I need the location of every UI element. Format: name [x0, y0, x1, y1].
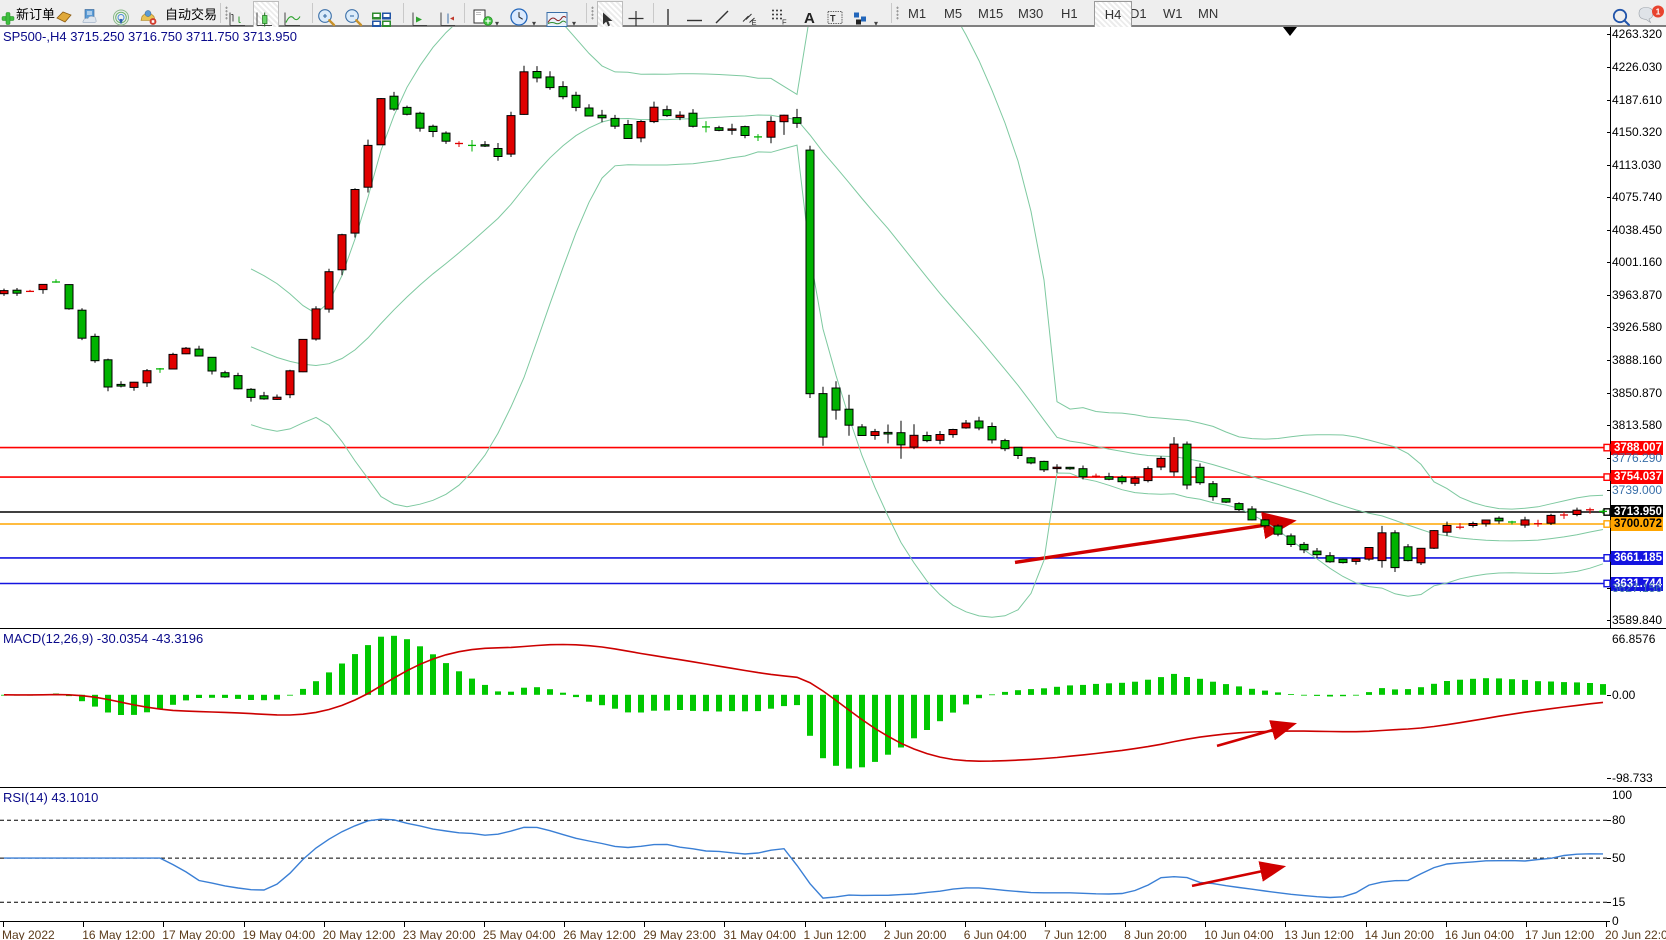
- svg-text:T: T: [830, 14, 836, 24]
- svg-text:E: E: [752, 18, 757, 27]
- svg-text:F: F: [782, 18, 787, 27]
- svg-text:1: 1: [1656, 7, 1661, 17]
